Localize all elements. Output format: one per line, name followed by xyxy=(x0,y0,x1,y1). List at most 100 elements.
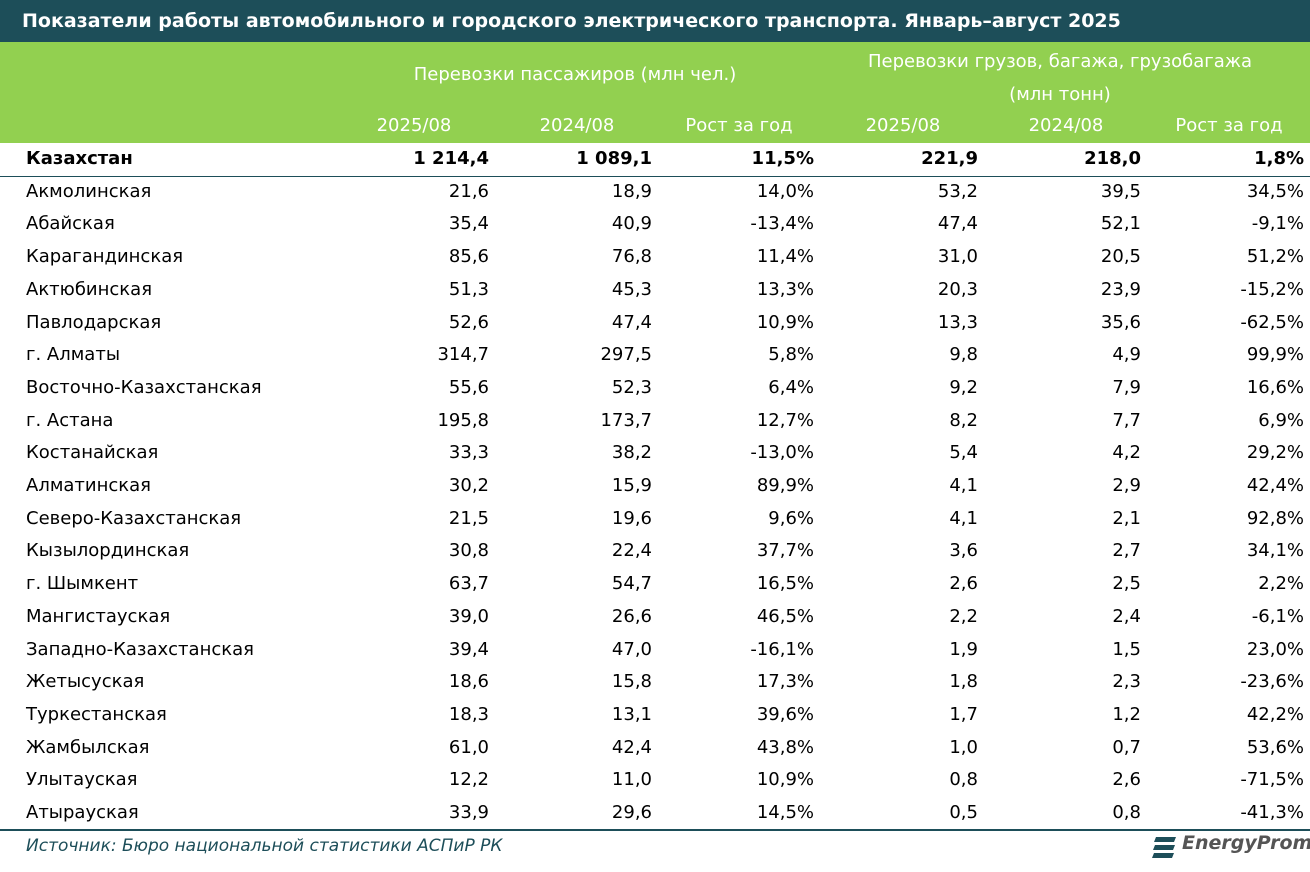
cell: 314,7 xyxy=(437,344,489,366)
cell: 21,6 xyxy=(448,180,489,202)
cell: 42,4 xyxy=(611,736,652,758)
cell: 18,9 xyxy=(611,180,652,202)
column-header: 2025/08 xyxy=(865,115,941,136)
cell: 221,9 xyxy=(921,148,978,169)
cell: 0,7 xyxy=(1112,736,1141,758)
cell: 15,9 xyxy=(611,475,652,496)
cell: 1,7 xyxy=(949,703,978,725)
cell: 8,2 xyxy=(949,409,978,431)
cell: 19,6 xyxy=(611,507,652,529)
column-header: 2024/08 xyxy=(1028,115,1104,136)
cell: 52,3 xyxy=(611,376,652,398)
cell: 89,9% xyxy=(756,475,814,496)
row-label: Абайская xyxy=(26,213,115,235)
cell: 14,0% xyxy=(756,180,814,202)
cell: 6,9% xyxy=(1258,409,1304,431)
row-label: Северо-Казахстанская xyxy=(26,507,242,529)
cell: 39,0 xyxy=(448,605,489,627)
row-label: г. Алматы xyxy=(26,344,121,366)
cell: 47,4 xyxy=(937,213,978,235)
cell: 13,3% xyxy=(756,278,814,300)
column-header: 2025/08 xyxy=(376,115,452,136)
cell: 18,6 xyxy=(448,671,489,693)
cell: -62,5% xyxy=(1240,311,1304,333)
cell: 63,7 xyxy=(448,573,489,595)
cell: 0,8 xyxy=(1112,802,1141,823)
cell: 13,1 xyxy=(611,703,652,725)
cell: 18,3 xyxy=(448,703,489,725)
title: Показатели работы автомобильного и город… xyxy=(0,0,1310,42)
cell: -41,3% xyxy=(1240,802,1304,823)
cell: -13,4% xyxy=(750,213,814,235)
cell: 1,0 xyxy=(949,736,978,758)
cell: 52,6 xyxy=(448,311,489,333)
cell: 2,6 xyxy=(1112,769,1141,791)
cell: 20,3 xyxy=(937,278,978,300)
cell: 47,0 xyxy=(611,638,652,660)
logo: EnergyProm xyxy=(1182,832,1310,854)
cell: 1 089,1 xyxy=(576,148,652,169)
cell: 12,2 xyxy=(448,769,489,791)
cell: 2,4 xyxy=(1112,605,1141,627)
source: Источник: Бюро национальной статистики А… xyxy=(26,836,503,856)
cell: 4,9 xyxy=(1112,344,1141,366)
cell: 9,8 xyxy=(949,344,978,366)
cell: 16,5% xyxy=(756,573,814,595)
group-header: Перевозки грузов, багажа, грузобагажа xyxy=(867,51,1253,72)
cell: 6,4% xyxy=(768,376,814,398)
cell: 22,4 xyxy=(611,540,652,562)
cell: 29,6 xyxy=(611,802,652,823)
row-label: Туркестанская xyxy=(26,703,167,725)
cell: 99,9% xyxy=(1246,344,1304,366)
cell: 7,9 xyxy=(1112,376,1141,398)
cell: -71,5% xyxy=(1240,769,1304,791)
cell: 54,7 xyxy=(611,573,652,595)
row-label: Мангистауская xyxy=(26,605,171,627)
cell: 0,5 xyxy=(949,802,978,823)
cell: 0,8 xyxy=(949,769,978,791)
row-label: Улытауская xyxy=(26,769,138,791)
row-label: г. Астана xyxy=(26,409,114,431)
cell: 26,6 xyxy=(611,605,652,627)
cell: 29,2% xyxy=(1246,442,1304,464)
cell: 42,2% xyxy=(1246,703,1304,725)
cell: 43,8% xyxy=(756,736,814,758)
cell: 42,4% xyxy=(1246,475,1304,496)
cell: 23,9 xyxy=(1100,278,1141,300)
row-label: Алматинская xyxy=(26,475,152,496)
cell: 85,6 xyxy=(448,246,489,268)
cell: 53,2 xyxy=(937,180,978,202)
table-header xyxy=(0,42,1310,143)
cell: -13,0% xyxy=(750,442,814,464)
cell: 33,9 xyxy=(448,802,489,823)
cell: 5,4 xyxy=(949,442,978,464)
cell: 15,8 xyxy=(611,671,652,693)
cell: 39,4 xyxy=(448,638,489,660)
cell: 35,4 xyxy=(448,213,489,235)
cell: 173,7 xyxy=(600,409,652,431)
column-header: 2024/08 xyxy=(539,115,615,136)
column-header: Рост за год xyxy=(685,115,793,136)
cell: 10,9% xyxy=(756,769,814,791)
cell: 30,8 xyxy=(448,540,489,562)
cell: 1,5 xyxy=(1112,638,1141,660)
cell: 2,6 xyxy=(949,573,978,595)
cell: 34,5% xyxy=(1246,180,1304,202)
cell: 1,8 xyxy=(949,671,978,693)
row-label: Павлодарская xyxy=(26,311,162,333)
divider xyxy=(0,176,1310,177)
cell: 218,0 xyxy=(1084,148,1141,169)
cell: 61,0 xyxy=(448,736,489,758)
cell: 31,0 xyxy=(937,246,978,268)
divider xyxy=(0,829,1310,831)
cell: 3,6 xyxy=(949,540,978,562)
row-label: г. Шымкент xyxy=(26,573,139,595)
cell: 47,4 xyxy=(611,311,652,333)
cell: 39,6% xyxy=(756,703,814,725)
row-label: Атырауская xyxy=(26,802,139,823)
logo-icon xyxy=(1152,837,1176,858)
row-label: Костанайская xyxy=(26,442,159,464)
cell: -15,2% xyxy=(1240,278,1304,300)
cell: 2,7 xyxy=(1112,540,1141,562)
